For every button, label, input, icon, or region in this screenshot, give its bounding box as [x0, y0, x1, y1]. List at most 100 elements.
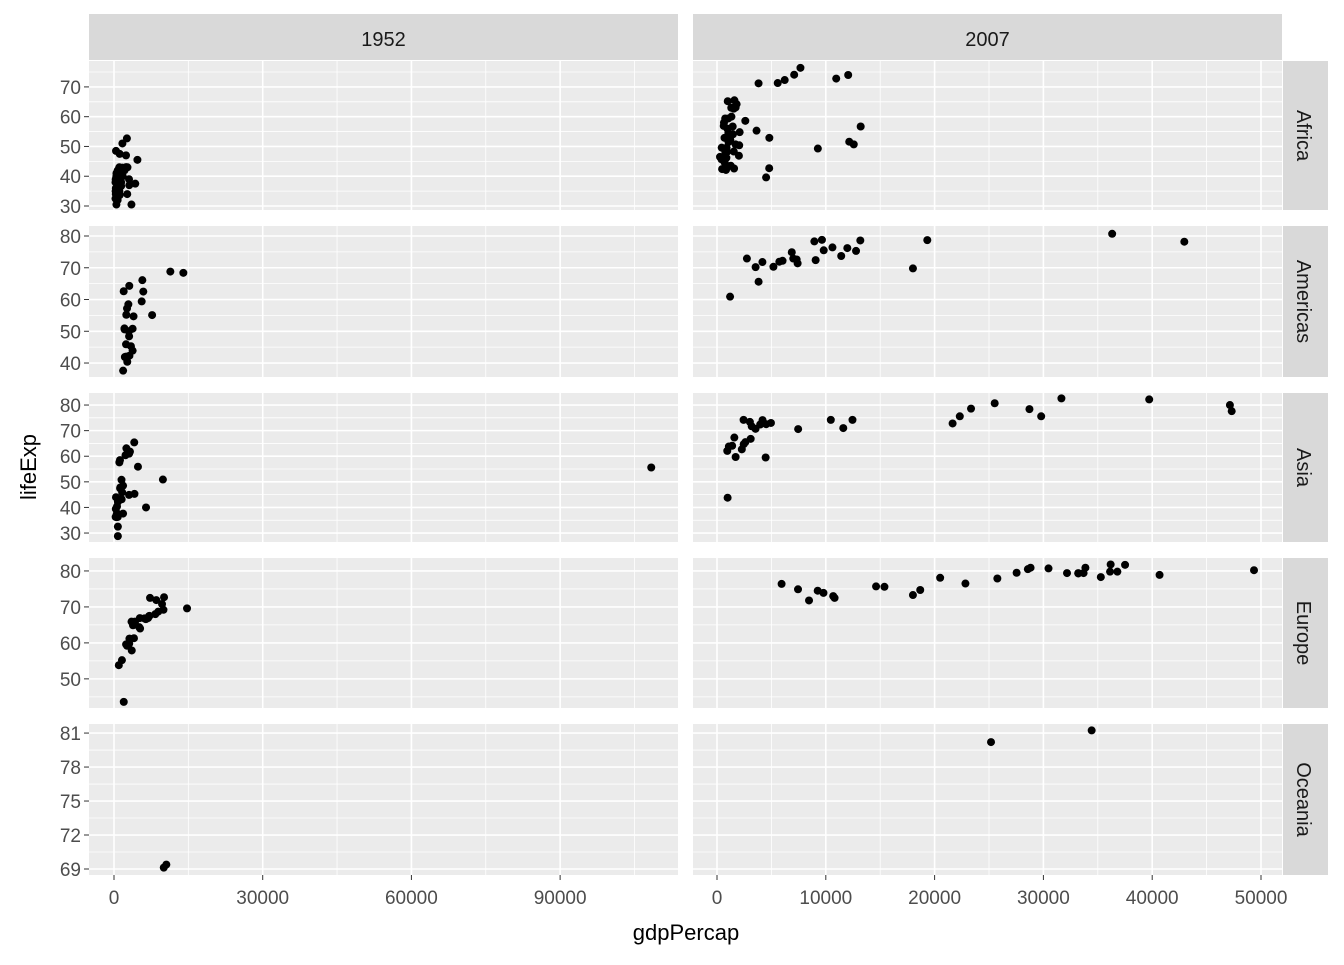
- strip-row-africa: [1283, 61, 1328, 210]
- data-point: [730, 433, 739, 442]
- data-point: [745, 417, 754, 426]
- x-tick-label: 60000: [385, 888, 438, 909]
- data-point: [1026, 563, 1035, 572]
- data-point: [813, 144, 822, 153]
- data-point: [142, 503, 151, 512]
- data-point: [122, 310, 131, 319]
- data-point: [145, 611, 154, 620]
- panel-background: [693, 724, 1282, 875]
- data-point: [819, 246, 828, 255]
- data-point: [137, 297, 146, 306]
- y-tick-label: 72: [60, 826, 81, 847]
- data-point: [146, 593, 155, 602]
- data-point: [183, 604, 192, 613]
- data-point: [830, 593, 839, 602]
- data-point: [130, 438, 139, 447]
- data-point: [127, 646, 136, 655]
- strip-col-1952: [89, 14, 678, 60]
- data-point: [751, 263, 760, 272]
- data-point: [810, 237, 819, 246]
- data-point: [752, 126, 761, 135]
- data-point: [124, 300, 133, 309]
- data-point: [758, 258, 767, 267]
- strip-row-oceania: [1283, 724, 1328, 875]
- data-point: [826, 415, 835, 424]
- panel-background: [693, 61, 1282, 210]
- data-point: [955, 412, 964, 421]
- data-point: [775, 257, 784, 266]
- panel-oceania-1952: [89, 724, 678, 875]
- data-point: [811, 256, 820, 265]
- data-point: [119, 287, 128, 296]
- data-point: [765, 164, 774, 173]
- data-point: [125, 175, 134, 184]
- data-point: [128, 346, 137, 355]
- data-point: [121, 451, 130, 460]
- data-point: [123, 163, 132, 172]
- panel-background: [89, 393, 678, 542]
- data-point: [754, 277, 763, 286]
- data-point: [726, 161, 735, 170]
- data-point: [127, 200, 136, 209]
- data-point: [1227, 407, 1236, 416]
- data-point: [731, 453, 740, 462]
- data-point: [1225, 401, 1234, 410]
- y-tick-label: 81: [60, 724, 81, 745]
- panel-asia-1952: [89, 393, 678, 542]
- x-tick-label: 0: [712, 888, 723, 909]
- data-point: [845, 137, 854, 146]
- data-point: [133, 462, 142, 471]
- data-point: [762, 173, 771, 182]
- panel-oceania-2007: [693, 724, 1282, 875]
- panel-background: [89, 724, 678, 875]
- data-point: [113, 512, 122, 521]
- y-axis-title: lifeExp: [16, 434, 41, 500]
- data-point: [990, 399, 999, 408]
- data-point: [114, 661, 123, 670]
- data-point: [880, 582, 889, 591]
- data-point: [125, 281, 134, 290]
- data-point: [1057, 394, 1066, 403]
- y-tick-label: 69: [60, 860, 81, 881]
- x-tick-label: 10000: [799, 888, 852, 909]
- data-point: [737, 445, 746, 454]
- y-tick-label: 30: [60, 524, 81, 545]
- data-point: [742, 254, 751, 263]
- data-point: [832, 74, 841, 83]
- data-point: [115, 456, 124, 465]
- data-point: [113, 522, 122, 531]
- data-point: [724, 114, 733, 123]
- data-point: [794, 585, 803, 594]
- data-point: [987, 738, 996, 747]
- data-point: [112, 175, 121, 184]
- panel-background: [89, 558, 678, 708]
- data-point: [769, 262, 778, 271]
- data-point: [112, 502, 121, 511]
- data-point: [1063, 569, 1072, 578]
- data-point: [967, 404, 976, 413]
- data-point: [113, 494, 122, 503]
- data-point: [839, 424, 848, 433]
- data-point: [916, 586, 925, 595]
- strip-col-2007: [693, 14, 1282, 60]
- data-point: [113, 532, 122, 541]
- data-point: [130, 489, 139, 498]
- y-tick-label: 70: [60, 598, 81, 619]
- data-point: [805, 596, 814, 605]
- data-point: [119, 697, 128, 706]
- data-point: [923, 236, 932, 245]
- panel-background: [89, 226, 678, 377]
- y-tick-label: 50: [60, 473, 81, 494]
- data-point: [734, 151, 743, 160]
- y-tick-label: 70: [60, 259, 81, 280]
- data-point: [122, 444, 131, 453]
- data-point: [1087, 726, 1096, 735]
- data-point: [139, 287, 148, 296]
- data-point: [115, 163, 124, 172]
- facet-strips: 1952 2007 Africa Americas Asia Europe Oceania: [89, 14, 1328, 875]
- panels: [89, 61, 1282, 875]
- strip-row-asia: [1283, 393, 1328, 542]
- y-tick-label: 60: [60, 634, 81, 655]
- data-point: [908, 264, 917, 273]
